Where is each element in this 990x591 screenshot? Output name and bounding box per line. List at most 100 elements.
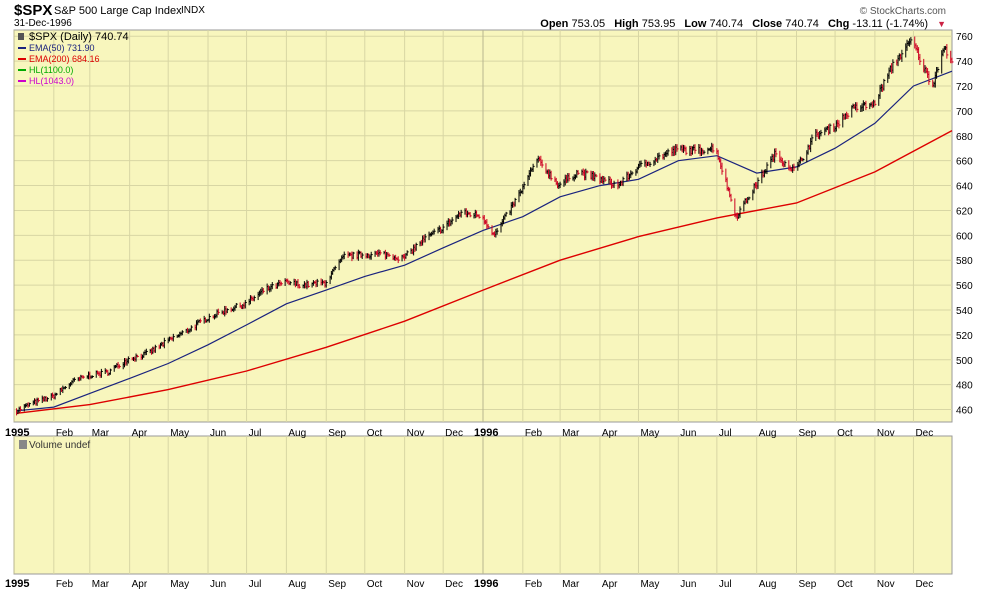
x-tick-label: Dec xyxy=(915,428,933,439)
high-value: 753.95 xyxy=(641,18,676,30)
x-tick-label: 1996 xyxy=(474,578,498,590)
y-tick-label: 700 xyxy=(956,107,973,118)
watermark: © StockCharts.com xyxy=(859,6,946,17)
y-tick-label: 620 xyxy=(956,206,973,217)
x-tick-label: Sep xyxy=(328,579,346,590)
legend-price-icon xyxy=(18,33,24,40)
y-tick-label: 460 xyxy=(956,406,973,417)
y-tick-label: 680 xyxy=(956,132,973,143)
ema50-series xyxy=(16,70,953,412)
ema200-line xyxy=(16,129,953,414)
legend-label: EMA(50) 731.90 xyxy=(29,43,95,53)
x-tick-label: Apr xyxy=(602,579,618,590)
x-tick-label: Sep xyxy=(799,579,817,590)
x-tick-label: Aug xyxy=(288,579,306,590)
chg-value: -13.11 (-1.74%) xyxy=(852,18,929,30)
x-tick-label: Jun xyxy=(210,579,226,590)
y-tick-label: 760 xyxy=(956,32,973,43)
x-tick-label: 1995 xyxy=(5,578,29,590)
x-tick-label: Feb xyxy=(56,579,74,590)
open-value: 753.05 xyxy=(571,18,606,30)
x-tick-label: Nov xyxy=(407,428,425,439)
x-tick-label: Jun xyxy=(210,428,226,439)
x-tick-label: May xyxy=(640,428,659,439)
x-tick-label: Apr xyxy=(602,428,618,439)
exchange-label: INDX xyxy=(181,5,205,16)
x-tick-label: Sep xyxy=(328,428,346,439)
x-tick-label: Nov xyxy=(877,428,895,439)
volume-label-group: Volume undef xyxy=(19,440,90,451)
legend-label: HL(1043.0) xyxy=(29,76,74,86)
x-tick-label: May xyxy=(170,579,189,590)
y-tick-label: 600 xyxy=(956,231,973,242)
price-series xyxy=(16,36,954,416)
legend-label: HL(1100.0) xyxy=(29,65,73,75)
x-tick-label: Dec xyxy=(445,428,463,439)
y-tick-label: 640 xyxy=(956,182,973,193)
x-tick-label: Mar xyxy=(562,428,580,439)
x-tick-label: May xyxy=(170,428,189,439)
x-tick-label: Aug xyxy=(759,428,777,439)
y-tick-label: 720 xyxy=(956,82,973,93)
y-tick-label: 520 xyxy=(956,331,973,342)
x-tick-label: Nov xyxy=(407,579,425,590)
close-value: 740.74 xyxy=(785,18,819,30)
open-label: Open xyxy=(540,18,569,30)
x-tick-label: Apr xyxy=(132,579,148,590)
y-tick-label: 540 xyxy=(956,306,973,317)
high-label: High xyxy=(614,18,639,30)
y-tick-label: 480 xyxy=(956,381,973,392)
low-label: Low xyxy=(684,18,707,30)
x-tick-label: Jul xyxy=(249,579,262,590)
x-tick-label: 1995 xyxy=(5,427,29,439)
x-tick-label: 1996 xyxy=(474,427,498,439)
x-tick-label: Jul xyxy=(249,428,262,439)
y-tick-label: 740 xyxy=(956,57,973,68)
x-tick-label: Aug xyxy=(759,579,777,590)
x-axis: 1995 1995 Feb Feb Mar Mar Apr Apr May May Jun Jun Ju… xyxy=(5,427,933,590)
x-tick-label: Jul xyxy=(719,579,732,590)
x-tick-label: Feb xyxy=(56,428,74,439)
x-tick-label: Oct xyxy=(367,579,383,590)
x-tick-label: Oct xyxy=(367,428,383,439)
x-tick-label: Feb xyxy=(525,428,543,439)
x-tick-label: Jul xyxy=(719,428,732,439)
legend-label: EMA(200) 684.16 xyxy=(29,54,100,64)
x-tick-label: Sep xyxy=(799,428,817,439)
chart-date: 31-Dec-1996 xyxy=(14,18,72,29)
grid xyxy=(13,30,952,574)
low-value: 740.74 xyxy=(709,18,744,30)
y-tick-label: 660 xyxy=(956,157,973,168)
security-name: S&P 500 Large Cap Index xyxy=(54,5,182,17)
volume-panel-label: Volume undef xyxy=(29,440,90,451)
x-tick-label: May xyxy=(640,579,659,590)
x-tick-label: Mar xyxy=(92,428,110,439)
x-tick-label: Jun xyxy=(680,579,696,590)
ohlc-readout: Open 753.05 High 753.95 Low 740.74 Close… xyxy=(540,18,946,30)
x-tick-label: Mar xyxy=(92,579,110,590)
y-tick-label: 500 xyxy=(956,356,973,367)
chg-label: Chg xyxy=(827,18,850,30)
ticker-symbol: $SPX xyxy=(14,2,53,19)
y-axis: 460 480 500 520 540 560 580 600 620 640 660 680 700 7… xyxy=(956,32,973,416)
legend-label: $SPX (Daily) 740.74 xyxy=(29,31,129,43)
x-tick-label: Mar xyxy=(562,579,580,590)
y-tick-label: 580 xyxy=(956,256,973,267)
close-label: Close xyxy=(752,18,783,30)
x-tick-label: Oct xyxy=(837,579,853,590)
x-tick-label: Dec xyxy=(445,579,463,590)
volume-icon xyxy=(19,440,27,449)
x-tick-label: Aug xyxy=(288,428,306,439)
ema200-series xyxy=(16,129,953,414)
x-tick-label: Feb xyxy=(525,579,543,590)
x-tick-label: Dec xyxy=(915,579,933,590)
x-tick-label: Nov xyxy=(877,579,895,590)
ema50-line xyxy=(16,70,953,412)
x-tick-label: Apr xyxy=(132,428,148,439)
down-triangle-icon: ▼ xyxy=(937,19,946,29)
x-tick-label: Oct xyxy=(837,428,853,439)
y-tick-label: 560 xyxy=(956,281,973,292)
x-tick-label: Jun xyxy=(680,428,696,439)
